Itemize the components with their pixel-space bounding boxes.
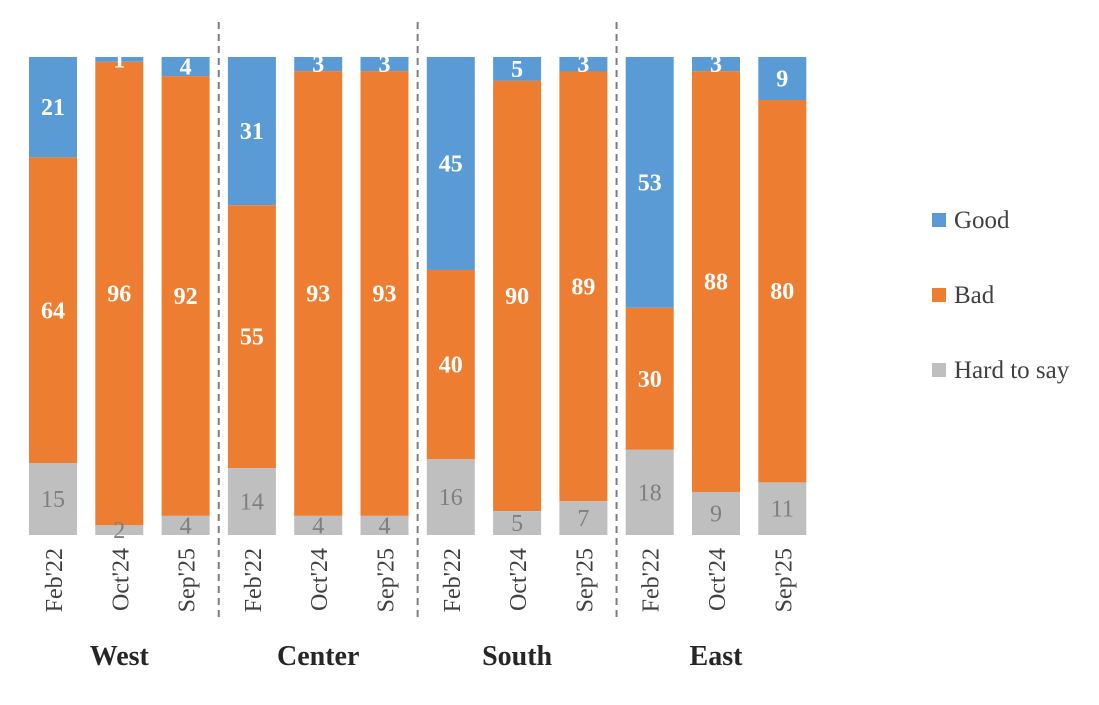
bar-hard-to-say <box>227 468 276 535</box>
data-label-good: 3 <box>577 52 589 78</box>
data-label-good: 21 <box>41 95 65 121</box>
data-label-hard-to-say: 9 <box>710 501 722 527</box>
bar-hard-to-say <box>360 515 409 535</box>
bar-hard-to-say <box>294 515 343 535</box>
bar-good <box>758 57 807 101</box>
bar-good <box>625 57 674 308</box>
data-label-good: 31 <box>240 119 264 145</box>
bar-hard-to-say <box>426 459 475 535</box>
bar-bad <box>692 71 740 492</box>
legend-label-hard-to-say: Hard to say <box>954 357 1070 384</box>
data-label-good: 5 <box>511 57 523 83</box>
data-label-good: 45 <box>439 151 463 177</box>
data-label-good: 3 <box>379 52 391 78</box>
data-label-hard-to-say: 14 <box>240 490 264 516</box>
bar-bad <box>161 76 210 516</box>
bar-hard-to-say <box>493 511 542 535</box>
data-label-bad: 89 <box>571 274 595 300</box>
bar-good <box>29 57 77 158</box>
x-tick-label: Feb'22 <box>241 548 267 612</box>
bar-bad <box>426 269 475 460</box>
group-label-south: South <box>482 641 552 672</box>
data-label-hard-to-say: 4 <box>312 513 324 539</box>
x-tick-label: Oct'24 <box>506 548 532 611</box>
data-label-bad: 93 <box>306 282 330 308</box>
data-label-bad: 30 <box>638 367 662 393</box>
x-tick-label: Sep'25 <box>771 548 797 612</box>
bar-hard-to-say <box>625 449 674 535</box>
x-tick-label: Sep'25 <box>572 548 598 612</box>
data-label-hard-to-say: 16 <box>439 485 463 511</box>
bar-bad <box>559 71 608 502</box>
bar-good <box>95 57 144 62</box>
data-label-hard-to-say: 4 <box>379 513 391 539</box>
x-tick-label: Oct'24 <box>307 548 333 611</box>
data-label-bad: 40 <box>439 353 463 379</box>
bar-good <box>426 57 475 270</box>
bar-bad <box>294 71 343 516</box>
bar-bad <box>227 205 276 469</box>
data-label-good: 3 <box>710 52 722 78</box>
bar-good <box>559 57 608 72</box>
data-label-good: 9 <box>776 67 788 93</box>
data-label-bad: 96 <box>107 282 131 308</box>
data-label-bad: 64 <box>41 298 65 324</box>
data-label-bad: 55 <box>240 325 264 351</box>
bar-good <box>227 57 276 206</box>
legend-swatch-hard-to-say <box>932 363 946 377</box>
data-label-hard-to-say: 5 <box>511 511 523 537</box>
bar-good <box>161 57 210 77</box>
bar-hard-to-say <box>559 501 608 535</box>
x-tick-label: Sep'25 <box>374 548 400 612</box>
bar-good <box>360 57 409 72</box>
bar-good <box>294 57 343 72</box>
data-label-good: 53 <box>638 170 662 196</box>
x-tick-label: Oct'24 <box>108 548 134 611</box>
bar-good <box>493 57 542 81</box>
data-label-hard-to-say: 4 <box>180 513 192 539</box>
legend-swatch-good <box>932 213 946 227</box>
x-tick-label: Feb'22 <box>440 548 466 612</box>
data-label-good: 3 <box>312 52 324 78</box>
bar-bad <box>29 157 77 464</box>
bar-bad <box>625 307 674 450</box>
data-label-bad: 93 <box>373 282 397 308</box>
bar-hard-to-say <box>161 515 210 535</box>
group-label-center: Center <box>277 641 359 672</box>
bar-bad <box>758 100 807 483</box>
data-label-hard-to-say: 11 <box>771 497 794 523</box>
bar-good <box>692 57 740 72</box>
data-label-hard-to-say: 2 <box>113 518 125 544</box>
data-label-good: 4 <box>180 55 192 81</box>
x-tick-label: Oct'24 <box>705 548 731 611</box>
bar-bad <box>95 61 144 526</box>
legend-label-good: Good <box>954 207 1010 234</box>
bar-hard-to-say <box>758 482 807 535</box>
data-label-hard-to-say: 15 <box>41 487 65 513</box>
bar-hard-to-say <box>692 491 740 535</box>
legend-swatch-bad <box>932 288 946 302</box>
data-label-bad: 80 <box>770 279 794 305</box>
bar-bad <box>360 71 409 516</box>
data-label-hard-to-say: 18 <box>638 480 662 506</box>
bar-hard-to-say <box>95 525 144 535</box>
x-tick-label: Feb'22 <box>42 548 68 612</box>
data-label-bad: 90 <box>505 284 529 310</box>
group-label-west: West <box>90 641 150 672</box>
group-label-east: East <box>690 641 744 672</box>
data-label-bad: 88 <box>704 270 728 296</box>
legend-label-bad: Bad <box>954 282 995 309</box>
x-tick-label: Feb'22 <box>639 548 665 612</box>
bar-bad <box>493 80 542 512</box>
bar-hard-to-say <box>29 463 77 535</box>
data-label-bad: 92 <box>174 284 198 310</box>
data-label-hard-to-say: 7 <box>577 506 589 532</box>
x-tick-label: Sep'25 <box>175 548 201 612</box>
data-label-good: 1 <box>113 47 125 73</box>
